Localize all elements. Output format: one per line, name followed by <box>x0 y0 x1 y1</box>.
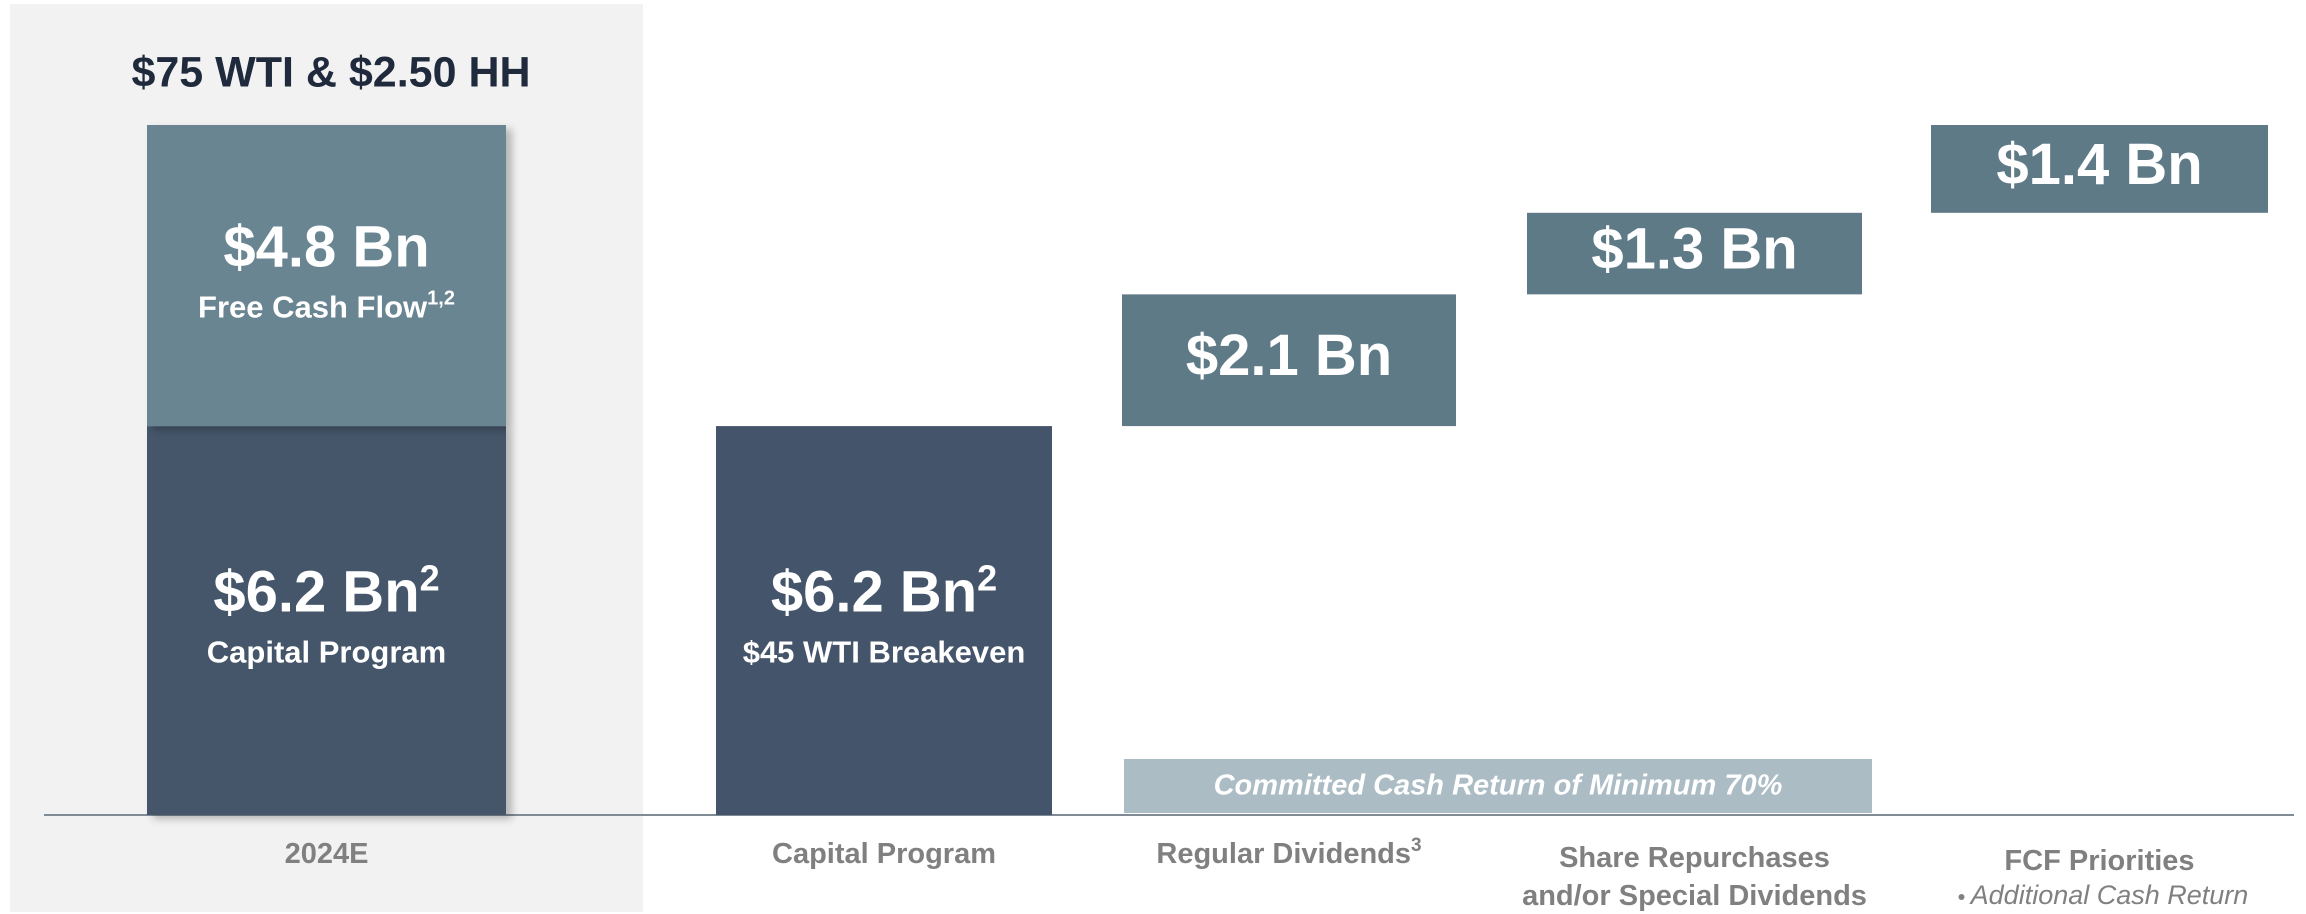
footnote-ref: 1,2 <box>427 288 455 310</box>
category-label: Share Repurchases <box>1559 842 1830 874</box>
category-label: FCF Priorities <box>2004 845 2194 877</box>
value-label-text: $4.8 Bn <box>223 215 429 280</box>
category-text: Share Repurchases <box>1559 842 1830 874</box>
footnote-ref: 2 <box>420 557 440 598</box>
category-text: FCF Priorities <box>2004 845 2194 877</box>
bar-segment <box>716 426 1052 815</box>
value-label-text: $6.2 Bn <box>213 560 419 625</box>
bar-segment <box>1931 125 2268 213</box>
segment-caption: Capital Program <box>207 635 446 670</box>
bar-segment <box>147 426 506 815</box>
value-label: $1.4 Bn <box>1996 132 2202 197</box>
category-text: Capital Program <box>772 838 996 870</box>
bar-segment <box>1122 294 1456 427</box>
value-label-text: $1.3 Bn <box>1591 217 1797 282</box>
category-label: 2024E <box>285 838 369 870</box>
caption-text: $45 WTI Breakeven <box>743 635 1026 670</box>
category-text: 2024E <box>285 838 369 870</box>
value-label-text: $1.4 Bn <box>1996 132 2202 197</box>
value-label: $4.8 Bn <box>223 215 429 280</box>
category-label: and/or Special Dividends <box>1522 880 1867 912</box>
chart-title: $75 WTI & $2.50 HH <box>131 48 530 96</box>
segment-caption: $45 WTI Breakeven <box>743 635 1026 670</box>
caption-text: Free Cash Flow <box>198 290 428 325</box>
bullet-text: Additional Cash Return <box>1969 880 2249 910</box>
bar-segment <box>1527 212 1862 295</box>
footnote-ref: 3 <box>1411 835 1422 856</box>
caption-text: Capital Program <box>207 635 446 670</box>
category-text: and/or Special Dividends <box>1522 880 1867 912</box>
category-text: Regular Dividends <box>1156 838 1411 870</box>
value-label: $6.2 Bn2 <box>771 557 997 625</box>
footnote-ref: 2 <box>977 557 997 598</box>
value-label: $1.3 Bn <box>1591 217 1797 282</box>
annotation: Committed Cash Return of Minimum 70% <box>1214 770 1783 802</box>
value-label: $6.2 Bn2 <box>213 557 439 625</box>
segment-caption: Free Cash Flow1,2 <box>198 288 455 325</box>
value-label-text: $2.1 Bn <box>1186 324 1392 389</box>
bar-segment <box>147 125 506 427</box>
bullet <box>1958 894 1965 900</box>
category-label: Regular Dividends3 <box>1156 835 1421 870</box>
value-label-text: $6.2 Bn <box>771 560 977 625</box>
category-label: Capital Program <box>772 838 996 870</box>
value-label: $2.1 Bn <box>1186 324 1392 389</box>
annotation-band <box>1124 759 1872 813</box>
